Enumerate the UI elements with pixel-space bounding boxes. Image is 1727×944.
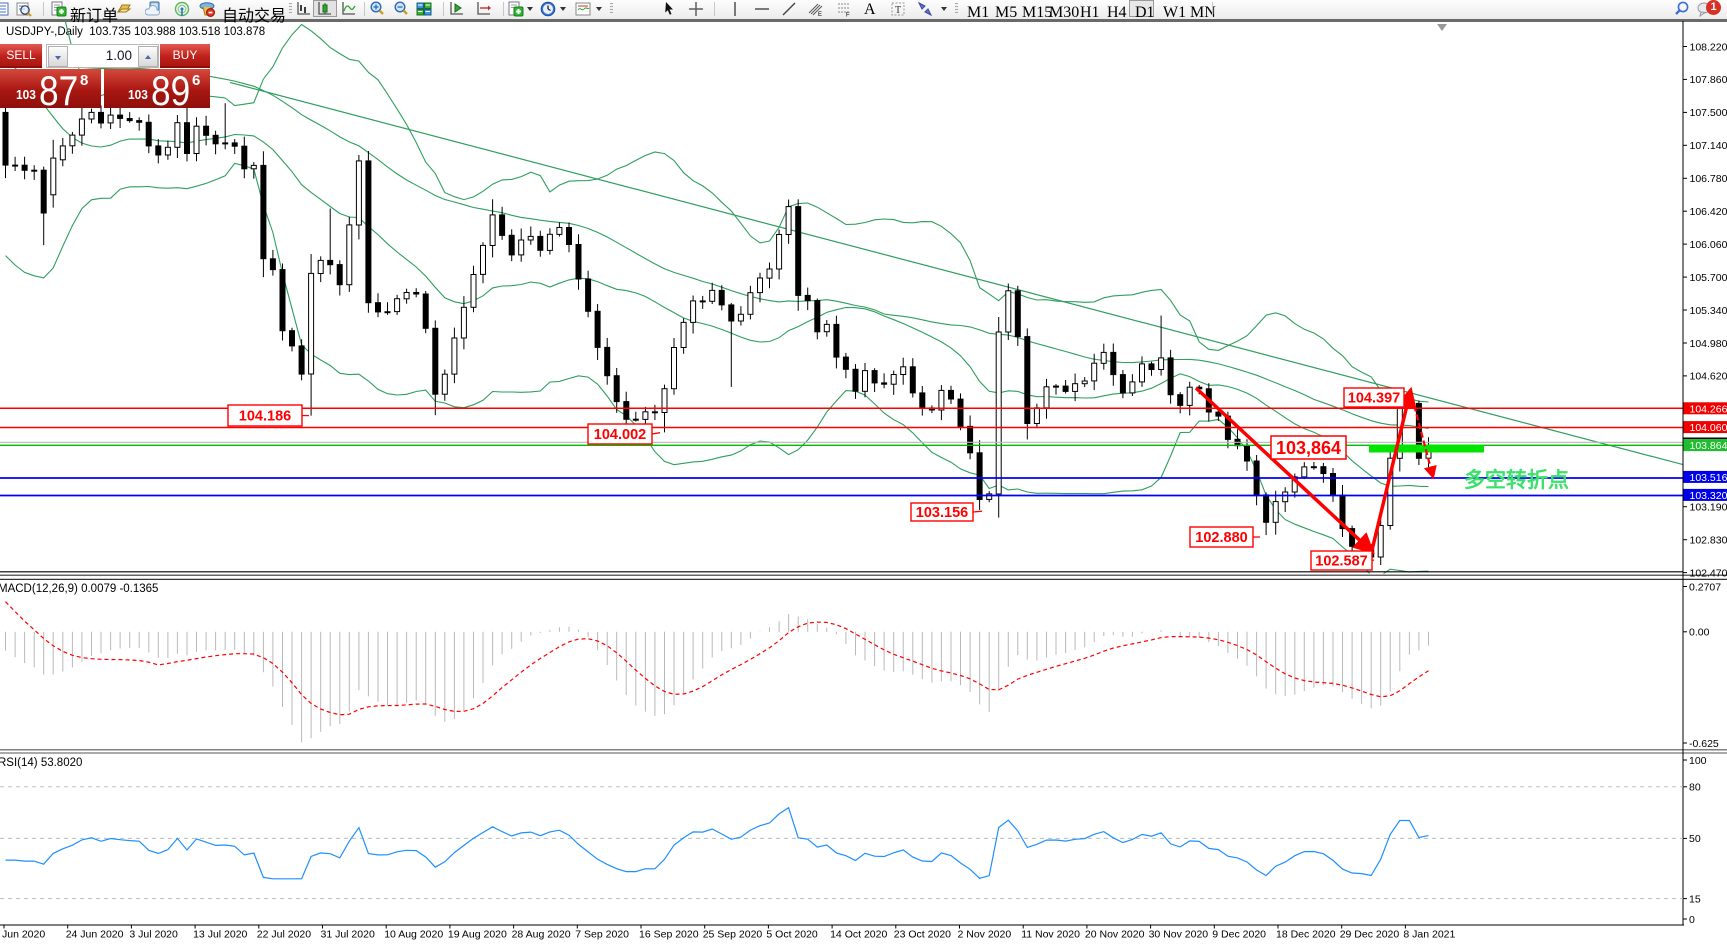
svg-text:102.470: 102.470 — [1690, 567, 1727, 579]
svg-text:103.516: 103.516 — [1690, 472, 1727, 484]
svg-text:25 Sep 2020: 25 Sep 2020 — [703, 929, 763, 941]
svg-text:103.190: 103.190 — [1690, 502, 1727, 514]
svg-text:16 Sep 2020: 16 Sep 2020 — [639, 929, 699, 941]
svg-text:E: E — [818, 12, 822, 17]
svg-text:105.700: 105.700 — [1690, 272, 1727, 284]
svg-text:104.397: 104.397 — [1348, 391, 1400, 407]
svg-text:102.880: 102.880 — [1195, 530, 1247, 546]
svg-text:31 Jul 2020: 31 Jul 2020 — [321, 929, 375, 941]
svg-text:106.420: 106.420 — [1690, 206, 1727, 218]
svg-text:103.156: 103.156 — [916, 505, 968, 521]
svg-text:18 Dec 2020: 18 Dec 2020 — [1276, 929, 1336, 941]
svg-text:80: 80 — [1689, 782, 1701, 794]
svg-text:19 Aug 2020: 19 Aug 2020 — [448, 929, 507, 941]
svg-text:14 Oct 2020: 14 Oct 2020 — [830, 929, 887, 941]
svg-text:7 Sep 2020: 7 Sep 2020 — [575, 929, 629, 941]
svg-text:20 Nov 2020: 20 Nov 2020 — [1085, 929, 1145, 941]
svg-text:105.340: 105.340 — [1690, 305, 1727, 317]
svg-text:24 Jun 2020: 24 Jun 2020 — [66, 929, 124, 941]
svg-text:108.220: 108.220 — [1690, 41, 1727, 53]
svg-text:104.266: 104.266 — [1690, 403, 1727, 415]
svg-text:103.864: 103.864 — [1690, 440, 1727, 452]
svg-text:104.002: 104.002 — [594, 427, 646, 443]
svg-text:104.060: 104.060 — [1690, 422, 1727, 434]
svg-text:0: 0 — [1689, 914, 1695, 926]
svg-text:多空转折点: 多空转折点 — [1464, 468, 1569, 492]
svg-text:107.140: 107.140 — [1690, 140, 1727, 152]
svg-text:107.500: 107.500 — [1690, 107, 1727, 119]
svg-text:10 Aug 2020: 10 Aug 2020 — [384, 929, 443, 941]
svg-text:5 Oct 2020: 5 Oct 2020 — [766, 929, 818, 941]
svg-text:103,864: 103,864 — [1276, 438, 1341, 458]
svg-text:102.587: 102.587 — [1315, 554, 1367, 570]
svg-text:MACD(12,26,9) 0.0079 -0.1365: MACD(12,26,9) 0.0079 -0.1365 — [0, 583, 158, 595]
svg-text:9 Dec 2020: 9 Dec 2020 — [1212, 929, 1266, 941]
svg-text:0.2707: 0.2707 — [1689, 581, 1721, 593]
svg-text:11 Nov 2020: 11 Nov 2020 — [1021, 929, 1080, 941]
svg-text:Jun 2020: Jun 2020 — [2, 929, 45, 941]
svg-text:104.980: 104.980 — [1690, 338, 1727, 350]
svg-text:13 Jul 2020: 13 Jul 2020 — [193, 929, 247, 941]
svg-text:106.060: 106.060 — [1690, 239, 1727, 251]
svg-text:107.860: 107.860 — [1690, 74, 1727, 86]
svg-text:RSI(14) 53.8020: RSI(14) 53.8020 — [0, 757, 82, 769]
svg-text:-0.625: -0.625 — [1689, 738, 1719, 750]
svg-text:103.320: 103.320 — [1690, 490, 1727, 502]
svg-text:15: 15 — [1689, 893, 1701, 905]
svg-text:0.00: 0.00 — [1689, 627, 1710, 639]
svg-text:29 Dec 2020: 29 Dec 2020 — [1340, 929, 1400, 941]
svg-text:8 Jan 2021: 8 Jan 2021 — [1403, 929, 1455, 941]
svg-text:106.780: 106.780 — [1690, 173, 1727, 185]
svg-text:50: 50 — [1689, 833, 1701, 845]
svg-text:104.186: 104.186 — [239, 409, 291, 425]
svg-text:F: F — [846, 13, 850, 18]
svg-text:3 Jul 2020: 3 Jul 2020 — [129, 929, 178, 941]
svg-text:22 Jul 2020: 22 Jul 2020 — [257, 929, 311, 941]
svg-text:102.830: 102.830 — [1690, 535, 1727, 547]
svg-text:T: T — [895, 5, 901, 16]
svg-text:100: 100 — [1689, 755, 1707, 767]
svg-text:30 Nov 2020: 30 Nov 2020 — [1149, 929, 1209, 941]
svg-text:28 Aug 2020: 28 Aug 2020 — [512, 929, 571, 941]
svg-text:23 Oct 2020: 23 Oct 2020 — [894, 929, 951, 941]
svg-text:2 Nov 2020: 2 Nov 2020 — [958, 929, 1012, 941]
svg-text:104.620: 104.620 — [1690, 371, 1727, 383]
